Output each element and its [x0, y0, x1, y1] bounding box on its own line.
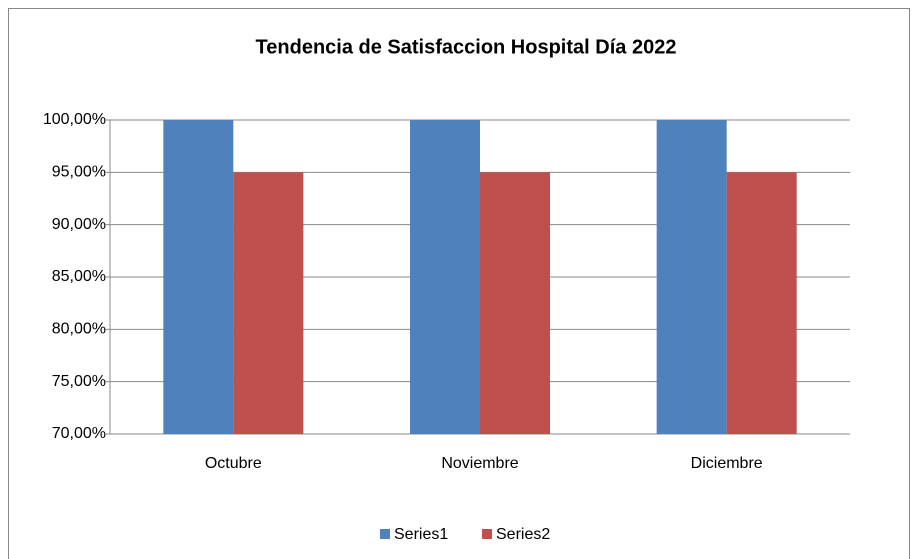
y-tick-label: 90,00% — [52, 216, 106, 233]
bar — [656, 120, 727, 434]
y-tick-label: 80,00% — [52, 321, 106, 338]
bar — [480, 172, 550, 435]
y-tick-label: 70,00% — [52, 425, 106, 442]
legend-label: Series1 — [394, 526, 448, 543]
legend-swatch — [482, 529, 492, 539]
x-tick-label: Noviembre — [441, 455, 518, 472]
y-tick-label: 95,00% — [52, 164, 106, 181]
bar — [726, 172, 797, 435]
bar — [163, 120, 234, 434]
chart-title: Tendencia de Satisfaccion Hospital Día 2… — [256, 36, 677, 58]
y-tick-label: 85,00% — [52, 268, 106, 285]
bar — [233, 172, 304, 435]
x-tick-label: Diciembre — [691, 455, 763, 472]
y-tick-label: 75,00% — [52, 373, 106, 390]
legend-label: Series2 — [496, 526, 550, 543]
bar — [410, 120, 480, 434]
legend-swatch — [380, 529, 390, 539]
x-tick-label: Octubre — [205, 455, 262, 472]
y-tick-label: 100,00% — [43, 111, 106, 128]
